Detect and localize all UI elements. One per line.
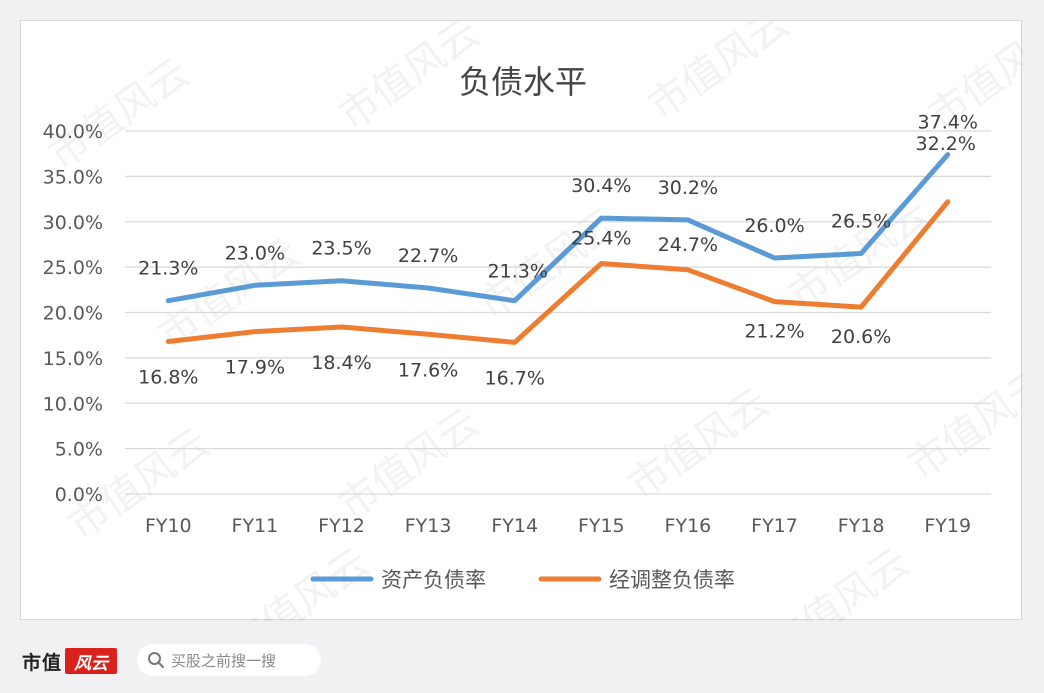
search-placeholder: 买股之前搜一搜 xyxy=(171,651,277,670)
data-label: 22.7% xyxy=(398,245,458,267)
brand-text: 市值 xyxy=(22,651,63,674)
y-axis-ticks: 0.0% 5.0% 10.0% 15.0% 20.0% 25.0% 30.0% 35.0% 40… xyxy=(43,121,103,506)
data-labels: 21.3% 23.0% 23.5% 22.7% 21.3% 30.4% 30.2% 26.0%… xyxy=(138,112,978,390)
watermark-text: 市值风云 xyxy=(620,380,777,509)
watermark-text: 市值风云 xyxy=(900,360,1023,489)
x-tick-label: FY12 xyxy=(318,515,365,537)
data-label: 23.0% xyxy=(225,242,285,264)
chart-title: 负债水平 xyxy=(459,63,587,101)
x-tick-label: FY10 xyxy=(145,515,192,537)
brand-mark: 风云 xyxy=(65,648,118,674)
watermark-text: 市值风云 xyxy=(760,540,917,621)
search-box[interactable]: 买股之前搜一搜 xyxy=(137,644,321,676)
data-label: 16.7% xyxy=(485,367,545,389)
data-label: 21.2% xyxy=(744,321,804,343)
data-label: 37.4% xyxy=(918,112,978,134)
data-label: 17.6% xyxy=(398,359,458,381)
x-tick-label: FY18 xyxy=(838,515,885,537)
x-tick-label: FY15 xyxy=(578,515,625,537)
watermark-text: 市值风云 xyxy=(640,21,797,129)
series-line xyxy=(165,152,951,304)
y-tick-label: 10.0% xyxy=(43,393,103,415)
data-label: 21.3% xyxy=(138,258,198,280)
x-tick-label: FY17 xyxy=(751,515,798,537)
series-lines xyxy=(165,152,951,345)
x-tick-label: FY14 xyxy=(491,515,538,537)
data-label: 30.4% xyxy=(571,175,631,197)
data-label: 20.6% xyxy=(831,326,891,348)
gridlines xyxy=(125,130,991,495)
y-tick-label: 5.0% xyxy=(55,439,103,461)
y-tick-label: 0.0% xyxy=(55,484,103,506)
data-label: 24.7% xyxy=(658,234,718,256)
y-tick-label: 25.0% xyxy=(43,257,103,279)
data-label: 30.2% xyxy=(658,177,718,199)
data-label: 16.8% xyxy=(138,367,198,389)
watermark-text: 市值风云 xyxy=(330,400,487,529)
data-label: 17.9% xyxy=(225,357,285,379)
x-tick-label: FY11 xyxy=(232,515,279,537)
data-label: 18.4% xyxy=(311,352,371,374)
chart-card: 市值风云 市值风云 市值风云 市值风云 市值风云 市值风云 市值风云 市值风云 市值风云 市值风云… xyxy=(20,20,1023,621)
y-tick-label: 15.0% xyxy=(43,348,103,370)
y-tick-label: 40.0% xyxy=(43,121,103,143)
search-icon xyxy=(148,652,164,668)
data-label: 25.4% xyxy=(571,227,631,249)
data-label: 23.5% xyxy=(311,238,371,260)
legend-label: 经调整负债率 xyxy=(609,568,735,592)
y-tick-label: 30.0% xyxy=(43,212,103,234)
y-tick-label: 35.0% xyxy=(43,166,103,188)
legend: 资产负债率 经调整负债率 xyxy=(310,568,735,592)
legend-label: 资产负债率 xyxy=(381,568,486,592)
footer: 市值 风云 买股之前搜一搜 xyxy=(0,630,1044,693)
data-label: 26.0% xyxy=(744,215,804,237)
brand-logo[interactable]: 市值 风云 xyxy=(22,646,118,676)
series-line xyxy=(165,199,951,345)
x-tick-label: FY19 xyxy=(924,515,971,537)
x-tick-label: FY16 xyxy=(665,515,712,537)
data-label: 26.5% xyxy=(831,211,891,233)
y-tick-label: 20.0% xyxy=(43,303,103,325)
data-label: 32.2% xyxy=(916,133,976,155)
x-axis-ticks: FY10 FY11 FY12 FY13 FY14 FY15 FY16 FY17 FY18 FY19 xyxy=(145,515,971,537)
x-tick-label: FY13 xyxy=(405,515,452,537)
data-label: 21.3% xyxy=(488,261,548,283)
watermark-text: 市值风云 xyxy=(40,50,197,179)
